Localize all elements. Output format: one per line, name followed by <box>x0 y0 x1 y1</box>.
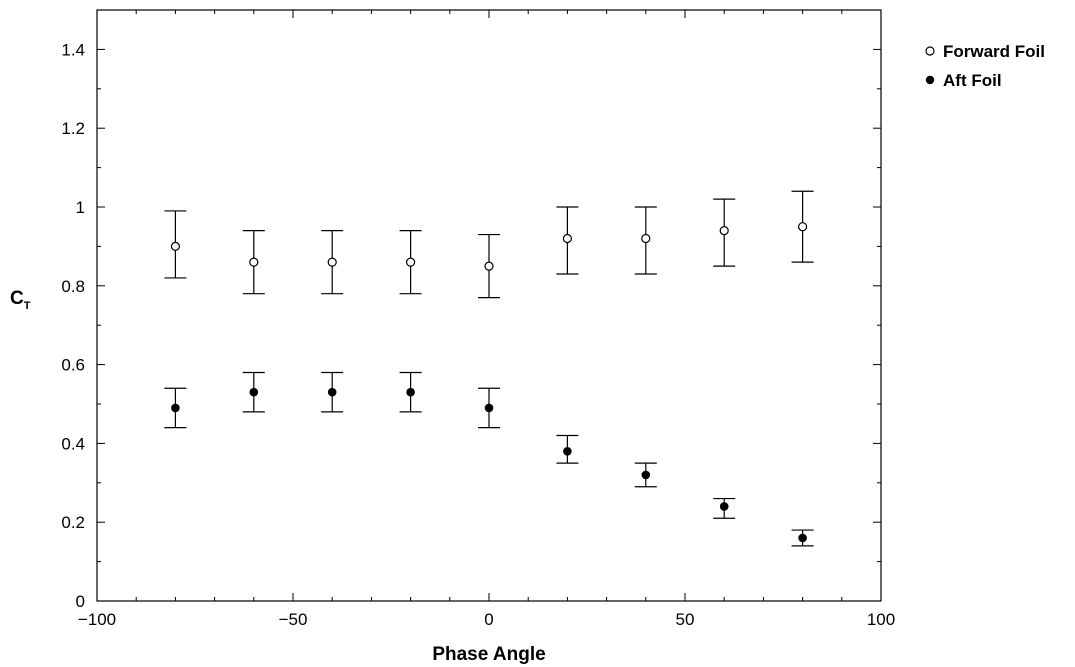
legend-label-forward-foil: Forward Foil <box>943 42 1045 61</box>
point-aft-foil <box>406 387 415 397</box>
point-aft-foil <box>641 470 651 480</box>
point-forward-foil <box>797 222 808 232</box>
x-tick-label: −100 <box>78 610 116 629</box>
x-tick-label: 100 <box>867 610 895 629</box>
point-aft-foil <box>327 387 337 397</box>
x-tick-label: −50 <box>279 610 308 629</box>
point-forward-foil <box>327 257 337 267</box>
x-tick-label: 0 <box>484 610 493 629</box>
point-forward-foil <box>484 261 494 271</box>
point-aft-foil <box>563 446 572 456</box>
y-axis-title-main: C <box>10 288 24 309</box>
y-tick-label: 0 <box>76 592 85 611</box>
point-forward-foil <box>249 257 259 267</box>
plot-frame <box>96 9 882 602</box>
y-tick-label: 1.2 <box>61 119 85 138</box>
point-aft-foil <box>798 533 807 543</box>
point-forward-foil <box>719 226 729 236</box>
y-axis-title-subscript: T <box>24 300 31 312</box>
point-aft-foil <box>484 403 494 413</box>
point-aft-foil <box>719 502 729 511</box>
point-aft-foil <box>171 403 180 413</box>
y-tick-label: 0.2 <box>61 513 85 532</box>
y-tick-label: 0.6 <box>61 356 85 375</box>
point-forward-foil <box>170 241 180 251</box>
axis-tick-labels: −100 −50 0 50 100 0 0.2 0.4 0.6 0.8 1 1.2 1.4 <box>61 40 895 629</box>
x-axis-title: Phase Angle <box>432 644 545 665</box>
y-tick-label: 0.8 <box>61 277 85 296</box>
x-tick-label: 50 <box>676 610 695 629</box>
legend-item-aft-foil: Aft Foil <box>925 71 1002 90</box>
data-points <box>170 222 808 543</box>
point-aft-foil <box>249 387 259 397</box>
legend-marker-filled-circle <box>925 75 935 85</box>
legend-item-forward-foil: Forward Foil <box>925 42 1045 61</box>
legend: Forward Foil Aft Foil <box>925 42 1045 90</box>
y-tick-label: 0.4 <box>61 434 85 453</box>
y-tick-label: 1 <box>76 198 85 217</box>
y-tick-label: 1.4 <box>61 40 85 59</box>
axis-ticks <box>96 10 882 602</box>
legend-marker-open-circle <box>925 46 935 56</box>
y-axis-title: CT <box>10 288 31 312</box>
point-forward-foil <box>562 233 573 244</box>
point-forward-foil <box>641 233 651 244</box>
error-bars <box>164 190 814 547</box>
point-forward-foil <box>406 257 416 267</box>
legend-label-aft-foil: Aft Foil <box>943 71 1002 90</box>
